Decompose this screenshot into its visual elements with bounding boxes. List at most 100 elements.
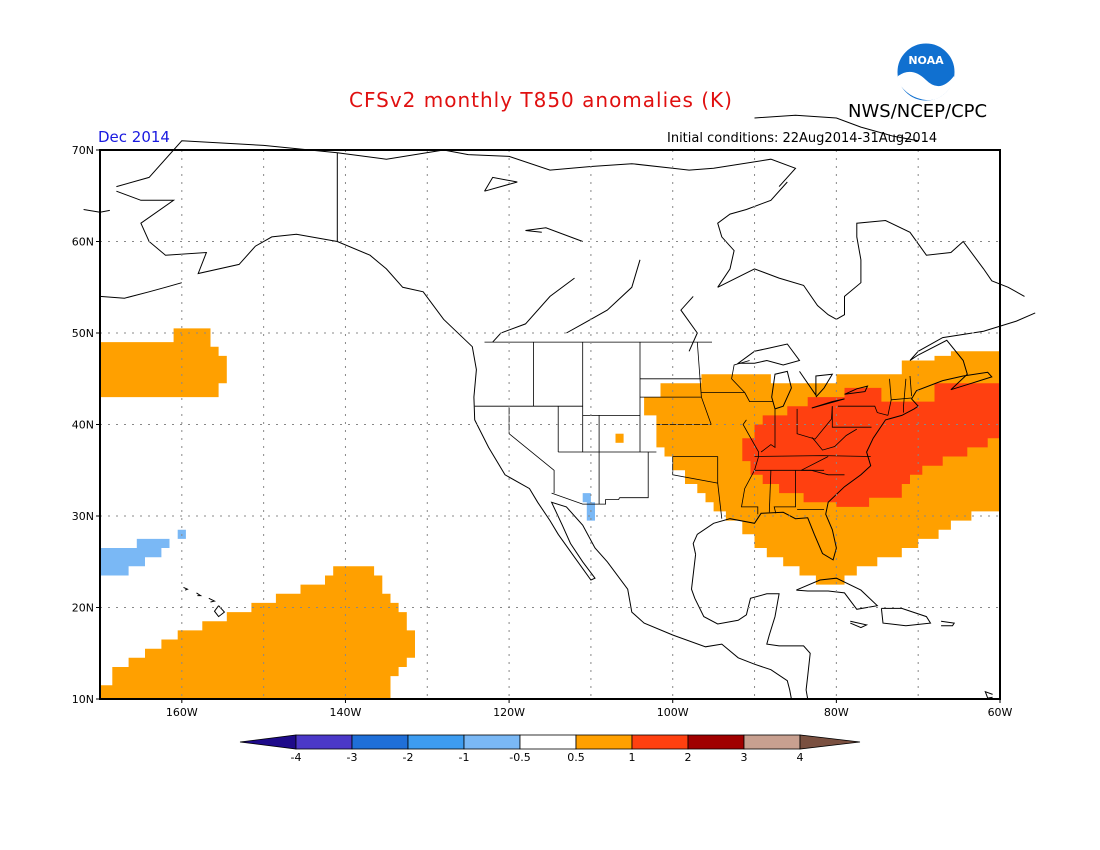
coastline-segment — [116, 190, 792, 700]
coastline-segment — [799, 371, 834, 398]
coastline-segment — [213, 605, 226, 618]
subtropical-pacific-cool — [100, 529, 186, 576]
legend-swatch — [519, 734, 577, 750]
legend-arrow-low — [239, 734, 297, 750]
coastline-segment — [99, 282, 182, 299]
state-boundary — [891, 397, 912, 401]
legend-label: -0.5 — [509, 751, 530, 764]
state-boundary — [768, 470, 772, 513]
colorado-warm-dot — [615, 433, 624, 443]
legend-label: -4 — [291, 751, 302, 764]
lat-label: 40N — [72, 419, 94, 432]
legend-swatch — [687, 734, 745, 750]
coastline-segment — [754, 114, 919, 142]
legend-swatch — [631, 734, 689, 750]
legend-label: 1 — [629, 751, 636, 764]
state-boundary — [831, 406, 872, 428]
coastline-segment — [680, 296, 698, 352]
legend-label: -2 — [403, 751, 414, 764]
coastline-segment — [484, 176, 518, 192]
chart-title: CFSv2 monthly T850 anomalies (K) — [349, 88, 733, 112]
coastline-segment — [196, 592, 203, 597]
state-boundary — [551, 492, 620, 505]
legend-label: -3 — [347, 751, 358, 764]
lon-label: 160W — [166, 706, 198, 719]
coastline-segment — [525, 227, 583, 242]
state-boundary — [773, 470, 796, 514]
legend-swatch — [295, 734, 353, 750]
legend-label: 2 — [685, 751, 692, 764]
state-boundary — [619, 452, 649, 499]
state-boundary — [811, 428, 858, 451]
coastline-segment — [183, 586, 189, 591]
lat-label: 50N — [72, 327, 94, 340]
graticule — [100, 150, 1000, 699]
northeast-pacific-warm — [100, 328, 227, 398]
state-boundary — [731, 360, 750, 393]
lon-label: 80W — [824, 706, 849, 719]
state-boundary — [838, 405, 889, 416]
coastline-segment — [566, 259, 641, 334]
lat-labels: 70N 60N 50N 40N 30N 20N 10N — [72, 144, 100, 706]
color-legend: -4 -3 -2 -1 -0.5 0.5 1 2 3 4 — [239, 734, 861, 764]
state-boundary — [717, 456, 723, 519]
legend-arrow-high — [799, 734, 861, 750]
state-boundary — [754, 455, 871, 457]
lon-label: 120W — [493, 706, 525, 719]
coastline-segment — [796, 577, 879, 610]
initial-conditions: Initial conditions: 22Aug2014-31Aug2014 — [667, 131, 938, 146]
coastline-segment — [443, 149, 673, 171]
southwest-us-cool — [582, 493, 595, 521]
coastline-segment — [717, 219, 1025, 320]
lat-label: 20N — [72, 602, 94, 615]
coastline-segment — [208, 597, 216, 603]
coastline-segment — [811, 398, 845, 409]
eastern-us-strong-warm — [738, 383, 1000, 507]
state-boundary — [744, 392, 773, 402]
state-boundary — [696, 342, 712, 425]
legend-label: -1 — [459, 751, 470, 764]
forecast-month: Dec 2014 — [98, 128, 170, 146]
state-boundary — [796, 406, 833, 440]
legend-label: 4 — [797, 751, 804, 764]
noaa-logo: NOAA — [896, 42, 956, 102]
lon-label: 140W — [330, 706, 362, 719]
state-boundary — [760, 408, 776, 453]
agency-label: NWS/NCEP/CPC — [848, 101, 988, 122]
legend-swatch — [463, 734, 521, 750]
coastline-segment — [984, 690, 993, 699]
anomaly-fills — [100, 328, 1000, 699]
coastline-segment — [844, 385, 869, 395]
coastline-segment — [850, 620, 869, 629]
coastline-segment — [771, 370, 792, 410]
lon-labels: 160W 140W 120W 100W 80W 60W — [166, 699, 1013, 719]
legend-swatch — [575, 734, 633, 750]
lat-label: 30N — [72, 510, 94, 523]
legend-swatch — [743, 734, 801, 750]
central-pacific-warm — [100, 566, 415, 699]
state-boundary — [903, 378, 907, 413]
lat-label: 10N — [72, 693, 94, 706]
noaa-logo-text: NOAA — [908, 54, 944, 67]
coastline-segment — [692, 312, 1036, 561]
legend-swatch — [407, 734, 465, 750]
coastline-segment — [116, 140, 444, 188]
legend-label: 3 — [741, 751, 748, 764]
coastline-segment — [880, 607, 932, 627]
lon-label: 60W — [988, 706, 1013, 719]
legend-label: 0.5 — [567, 751, 585, 764]
coastline-segment — [492, 277, 575, 343]
coastline-segment — [736, 343, 801, 366]
state-boundary — [909, 375, 912, 397]
lat-label: 70N — [72, 144, 94, 157]
coastline-segment — [941, 620, 956, 627]
lat-label: 60N — [72, 236, 94, 249]
coastline-segment — [672, 158, 797, 187]
state-boundary — [508, 406, 555, 494]
lon-label: 100W — [657, 706, 689, 719]
coastlines — [83, 114, 1036, 700]
coastline-segment — [717, 181, 788, 288]
coastline-segment — [83, 209, 110, 213]
coastline-segment — [690, 554, 811, 700]
